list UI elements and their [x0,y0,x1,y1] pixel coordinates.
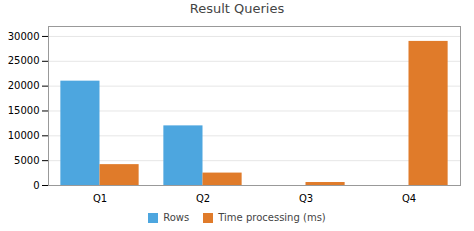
svg-text:Q2: Q2 [196,193,210,204]
svg-text:10000: 10000 [8,130,40,141]
svg-text:15000: 15000 [8,105,40,116]
svg-text:Q3: Q3 [299,193,313,204]
svg-text:20000: 20000 [8,80,40,91]
html-text:Time processing (ms): Time processing (ms) [218,212,326,223]
svg-text:5000: 5000 [14,155,39,166]
svg-text:0: 0 [33,180,39,191]
svg-text:Q4: Q4 [402,193,416,204]
svg-text:30000: 30000 [8,31,40,42]
html-text:Result Queries: Result Queries [189,1,285,16]
html-text:Rows: Rows [163,212,190,223]
svg-text:25000: 25000 [8,55,40,66]
svg-text:Q1: Q1 [93,193,107,204]
